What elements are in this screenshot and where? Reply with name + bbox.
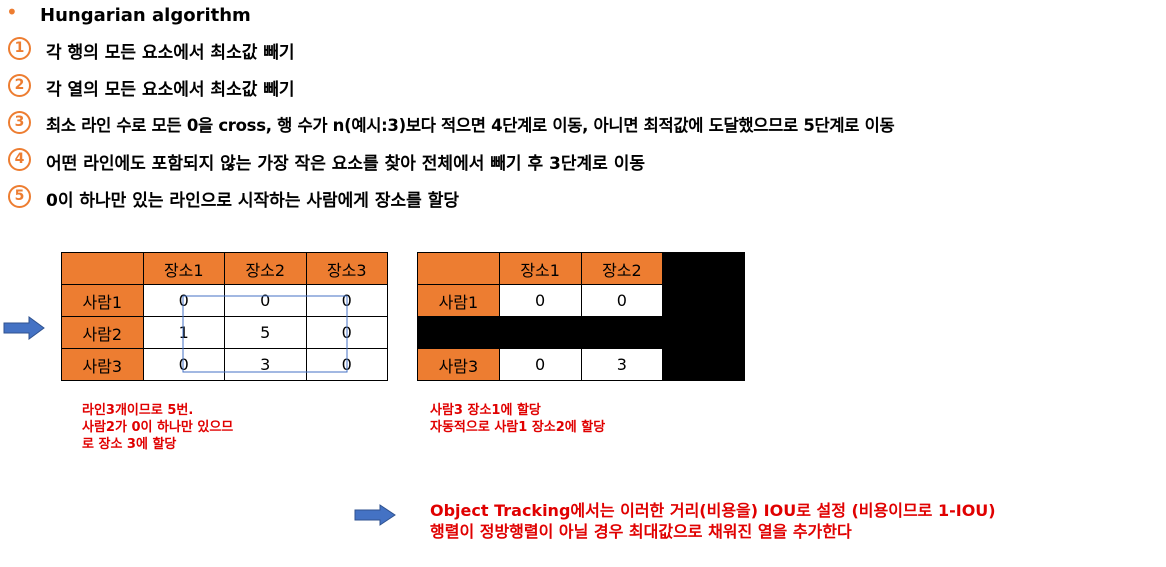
bottom-note-line: 행렬이 정방행렬이 아닐 경우 최대값으로 채워진 열을 추가한다	[430, 522, 852, 541]
column-header: 장소2	[580, 252, 664, 285]
row-header: 사람3	[417, 348, 500, 381]
removed-row-cell	[498, 316, 582, 349]
right-note: 사람3 장소1에 할당 자동적으로 사람1 장소2에 할당	[430, 402, 605, 436]
matrix-cell: 3	[580, 348, 664, 381]
matrix-cell: 5	[224, 316, 307, 349]
matrix-cell: 0	[498, 348, 582, 381]
removed-column-cell	[662, 252, 745, 285]
step-1-number: 1	[8, 37, 31, 60]
right-note-line: 자동적으로 사람1 장소2에 할당	[430, 420, 606, 435]
matrix-cell: 0	[224, 284, 307, 317]
matrix-cell: 0	[498, 284, 582, 317]
column-header: 장소1	[142, 252, 225, 285]
removed-column-cell	[662, 284, 745, 317]
removed-row-cell	[417, 316, 500, 349]
step-5-text: 0이 하나만 있는 라인으로 시작하는 사람에게 장소를 할당	[46, 191, 459, 211]
step-3-number: 3	[8, 111, 31, 134]
bottom-note: Object Tracking에서는 이러한 거리(비용을) IOU로 설정 (…	[430, 500, 996, 542]
reduced-matrix-table: 장소1 장소2 사람1 0 0 사람3 0 3	[417, 252, 745, 381]
column-header: 장소2	[224, 252, 307, 285]
step-4-text: 어떤 라인에도 포함되지 않는 가장 작은 요소를 찾아 전체에서 빼기 후 3…	[46, 154, 645, 174]
step-2-text: 각 열의 모든 요소에서 최소값 빼기	[46, 80, 295, 100]
cost-matrix-table: 장소1 장소2 장소3 사람1 0 0 0 사람2 1 5 0 사람3 0 3 …	[61, 252, 388, 381]
right-note-line: 사람3 장소1에 할당	[430, 403, 541, 418]
step-3-text: 최소 라인 수로 모든 0을 cross, 행 수가 n(예시:3)보다 적으면…	[46, 116, 895, 135]
step-1-text: 각 행의 모든 요소에서 최소값 빼기	[46, 43, 295, 63]
row-header: 사람1	[417, 284, 500, 317]
bottom-note-line: Object Tracking에서는 이러한 거리(비용을) IOU로 설정 (…	[430, 501, 996, 520]
removed-row-cell	[580, 316, 664, 349]
matrix-cell: 0	[305, 284, 388, 317]
matrix-cell: 0	[305, 348, 388, 381]
corner-cell	[417, 252, 500, 285]
right-arrow-icon	[3, 316, 45, 340]
step-4-number: 4	[8, 148, 31, 171]
matrix-cell: 0	[142, 348, 225, 381]
step-5-number: 5	[8, 185, 31, 208]
removed-column-cell	[662, 348, 745, 381]
matrix-cell: 1	[142, 316, 225, 349]
matrix-cell: 3	[224, 348, 307, 381]
corner-cell	[61, 252, 144, 285]
matrix-cell: 0	[142, 284, 225, 317]
removed-row-cell	[662, 316, 745, 349]
matrix-cell: 0	[580, 284, 664, 317]
step-2-number: 2	[8, 74, 31, 97]
left-note-line: 라인3개이므로 5번.	[82, 403, 194, 418]
right-arrow-icon	[354, 504, 396, 526]
column-header: 장소3	[305, 252, 388, 285]
matrix-cell: 0	[305, 316, 388, 349]
left-note: 라인3개이므로 5번. 사람2가 0이 하나만 있으므 로 장소 3에 할당	[82, 402, 233, 453]
bullet-icon: •	[6, 0, 18, 24]
row-header: 사람3	[61, 348, 144, 381]
row-header: 사람2	[61, 316, 144, 349]
left-note-line: 사람2가 0이 하나만 있으므	[82, 420, 234, 435]
row-header: 사람1	[61, 284, 144, 317]
column-header: 장소1	[498, 252, 582, 285]
left-note-line: 로 장소 3에 할당	[82, 437, 177, 452]
page-title: Hungarian algorithm	[40, 5, 251, 26]
